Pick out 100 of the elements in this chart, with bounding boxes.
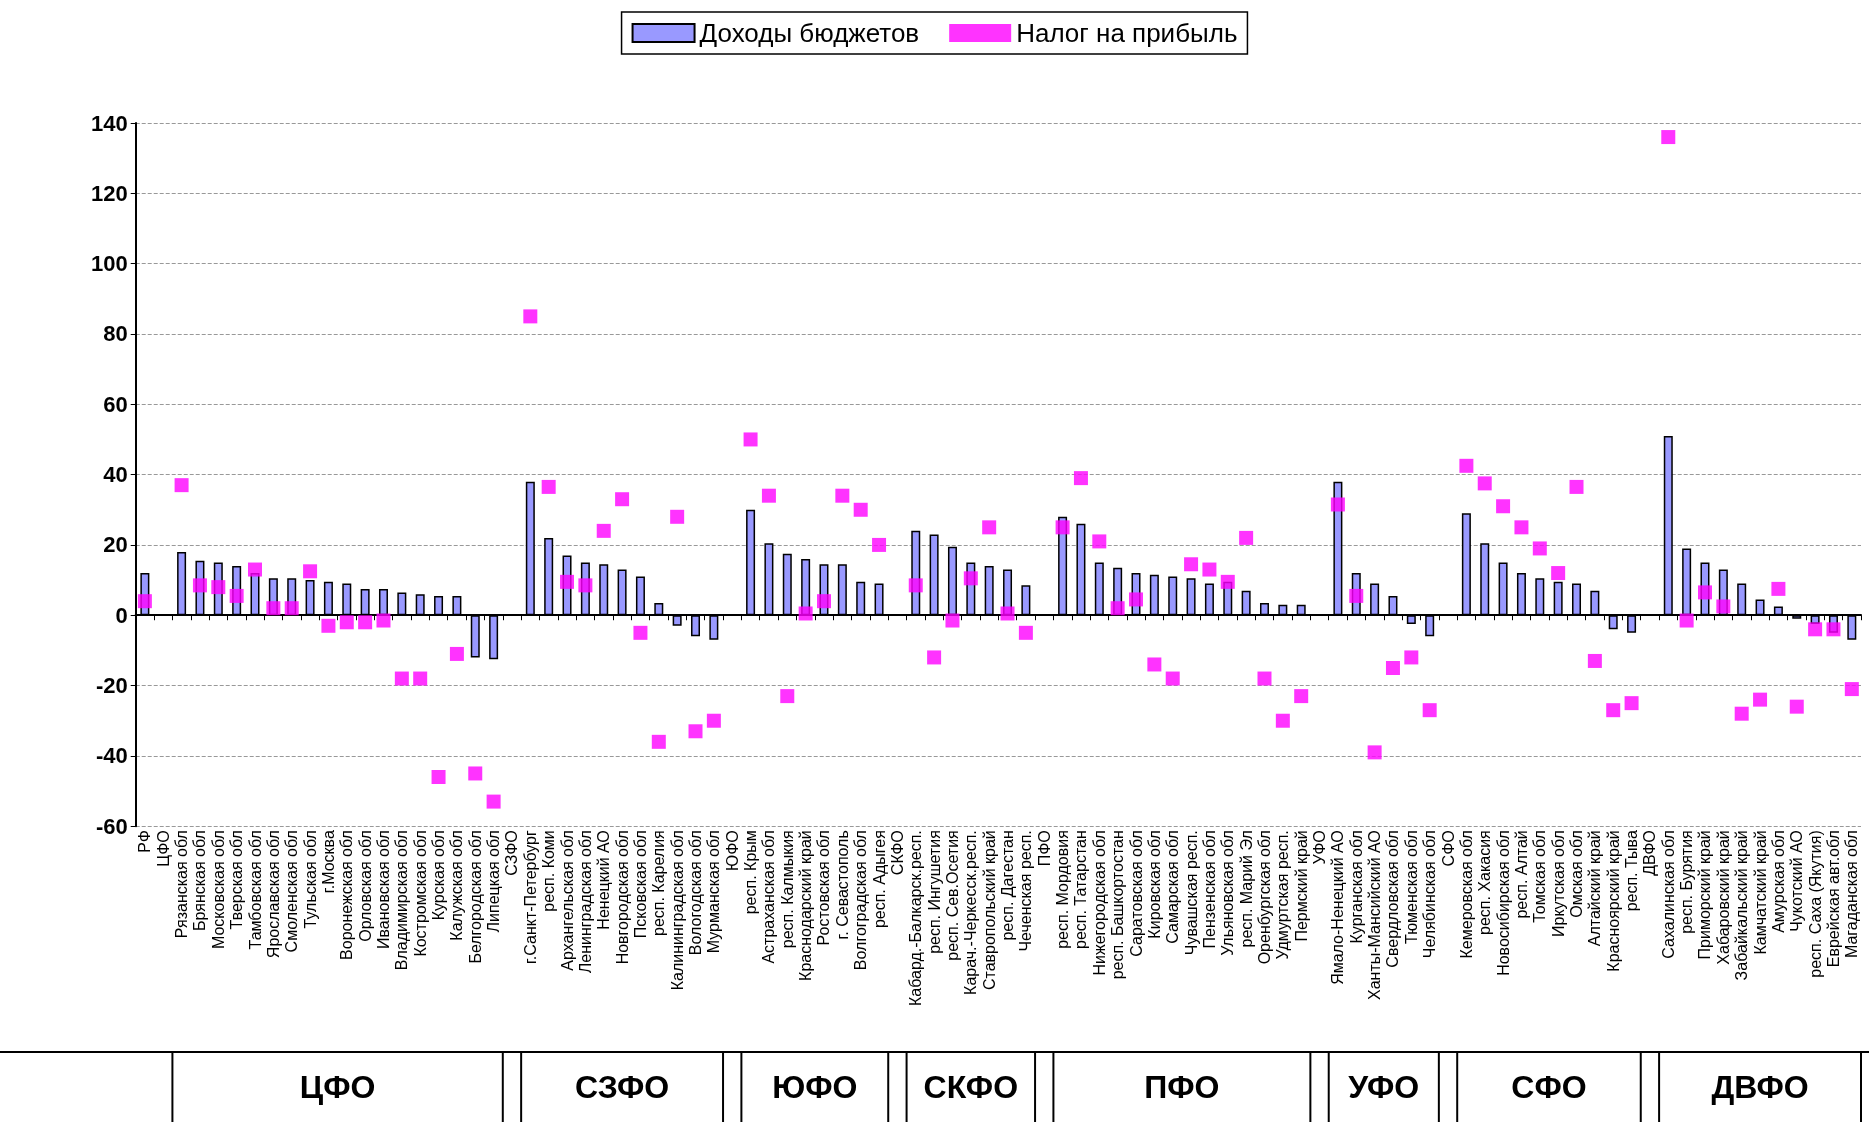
x-tick-label: Чувашская респ. xyxy=(1182,830,1200,956)
y-tick-label: 140 xyxy=(90,110,128,136)
x-tick-label: Оренбургская обл xyxy=(1255,830,1273,965)
x-tick-label: г.Москва xyxy=(319,830,337,894)
x-tick-label: Магаданская обл xyxy=(1843,830,1861,959)
x-tick-label: респ. Хакасия xyxy=(1476,830,1494,935)
x-tick-label: СЗФО xyxy=(503,830,521,876)
x-tick-label: Ненецкий АО xyxy=(595,830,613,930)
x-tick-label: респ. Саха (Якутия) xyxy=(1806,830,1824,978)
x-tick-label: Омская обл xyxy=(1568,830,1586,918)
x-tick-label: Вологодская обл xyxy=(687,830,705,956)
text: ЮФО xyxy=(772,1069,858,1105)
x-tick-label: Ставропольский край xyxy=(980,830,998,991)
x-tick-label: Курская обл xyxy=(430,830,448,921)
y-tick-label: -20 xyxy=(95,673,128,699)
y-tick-label: 40 xyxy=(103,462,128,488)
x-tick-label: ДВФО xyxy=(1641,830,1659,876)
x-tick-label: респ. Татарстан xyxy=(1072,830,1090,949)
text: СКФО xyxy=(923,1069,1019,1105)
x-tick-label: Воронежская обл xyxy=(338,830,356,960)
x-tick-label: респ. Коми xyxy=(540,830,558,912)
x-tick-label: респ. Крым xyxy=(742,830,760,915)
x-tick-label: Самарская обл xyxy=(1164,830,1182,944)
x-tick-label: Чеченская респ. xyxy=(1017,830,1035,952)
x-tick-label: респ. Дагестан xyxy=(999,830,1017,941)
y-tick-label: 60 xyxy=(103,391,128,417)
x-tick-label: Тульская обл xyxy=(301,830,319,929)
x-tick-label: РФ xyxy=(136,830,154,853)
x-tick-label: Кемеровская обл xyxy=(1457,830,1475,959)
x-tick-label: Ульяновская обл xyxy=(1219,830,1237,956)
x-tick-label: Астраханская обл xyxy=(760,830,778,964)
x-tick-label: респ. Марий Эл xyxy=(1237,830,1255,948)
x-tick-label: Тверская обл xyxy=(228,830,246,930)
x-tick-label: Новгородская обл xyxy=(613,830,631,965)
x-tick-label: ЦФО xyxy=(154,830,172,867)
x-tick-label: Чукотский АО xyxy=(1788,830,1806,932)
x-tick-label: респ. Калмыкия xyxy=(778,830,796,949)
x-tick-label: Нижегородская обл xyxy=(1090,830,1108,976)
legend-label: Доходы бюджетов xyxy=(699,18,920,48)
x-tick-label: Ямало-Ненецкий АО xyxy=(1329,830,1347,985)
x-tick-label: Белгородская обл xyxy=(466,830,484,964)
x-tick-label: Удмуртская респ. xyxy=(1274,830,1292,960)
y-tick-label: 80 xyxy=(103,321,128,347)
x-tick-label: СКФО xyxy=(888,830,906,876)
x-tick-label: респ. Карелия xyxy=(650,830,668,936)
x-tick-label: Карач.-Черкесск.респ. xyxy=(962,830,980,995)
x-tick-label: Ростовская обл xyxy=(815,830,833,946)
x-tick-label: Пермский край xyxy=(1292,830,1310,942)
x-tick-label: респ. Адыгея xyxy=(870,830,888,929)
x-tick-label: Калужская обл xyxy=(448,830,466,941)
x-tick-label: респ. Ингушетия xyxy=(925,830,943,954)
x-tick-label: Тюменская обл xyxy=(1402,830,1420,944)
x-tick-label: Приморский край xyxy=(1696,830,1714,960)
x-tick-label: Калининградская обл xyxy=(668,830,686,991)
x-tick-label: СФО xyxy=(1439,830,1457,867)
x-tick-label: Кировская обл xyxy=(1145,830,1163,939)
x-tick-label: Смоленская обл xyxy=(283,830,301,953)
x-tick-label: Владимирская обл xyxy=(393,830,411,971)
x-tick-label: Кабард.-Балкарск.респ. xyxy=(907,830,925,1007)
x-tick-label: респ. Алтай xyxy=(1512,830,1530,919)
x-tick-label: Ярославская обл xyxy=(264,830,282,959)
x-tick-label: Алтайский край xyxy=(1586,830,1604,947)
text: ДВФО xyxy=(1711,1069,1809,1105)
x-tick-label: Московская обл xyxy=(209,830,227,950)
x-tick-label: г.Санкт-Петербург xyxy=(521,830,539,965)
x-tick-label: Сахалинская обл xyxy=(1659,830,1677,959)
x-tick-label: ПФО xyxy=(1035,830,1053,867)
x-tick-label: Свердловская обл xyxy=(1384,830,1402,968)
y-tick-label: 120 xyxy=(90,180,128,206)
x-tick-label: Красноярский край xyxy=(1604,830,1622,972)
x-tick-label: Архангельская обл xyxy=(558,830,576,971)
x-tick-label: Волгоградская обл xyxy=(852,830,870,971)
x-tick-label: Амурская обл xyxy=(1769,830,1787,933)
y-tick-label: -40 xyxy=(95,743,128,769)
text: СФО xyxy=(1511,1069,1587,1105)
x-tick-label: Костромская обл xyxy=(411,830,429,957)
x-tick-label: Пензенская обл xyxy=(1200,830,1218,949)
y-tick-label: -60 xyxy=(95,813,128,839)
y-tick-label: 0 xyxy=(115,602,128,628)
x-tick-label: Курганская обл xyxy=(1347,830,1365,944)
x-tick-label: Брянская обл xyxy=(191,830,209,931)
x-tick-label: Челябинская обл xyxy=(1421,830,1439,959)
x-tick-label: Ханты-Мансийский АО xyxy=(1366,830,1384,1000)
x-tick-label: Липецкая обл xyxy=(485,830,503,933)
x-tick-label: респ. Башкортостан xyxy=(1109,830,1127,980)
x-tick-label: Ивановская обл xyxy=(374,830,392,950)
text: СЗФО xyxy=(575,1069,670,1105)
x-tick-label: респ. Бурятия xyxy=(1678,830,1696,934)
legend-label: Налог на прибыль xyxy=(1016,18,1238,48)
x-tick-label: Тамбовская обл xyxy=(246,830,264,950)
x-tick-label: ЮФО xyxy=(723,830,741,871)
x-tick-label: респ. Сев.Осетия xyxy=(943,830,961,961)
x-tick-label: УФО xyxy=(1311,830,1329,865)
x-tick-label: Хабаровский край xyxy=(1714,830,1732,965)
x-tick-label: Саратовская обл xyxy=(1127,830,1145,957)
x-tick-label: Ленинградская обл xyxy=(576,830,594,974)
x-tick-label: г. Севастополь xyxy=(833,830,851,940)
x-tick-label: Еврейская авт.обл xyxy=(1824,830,1842,968)
y-tick-label: 20 xyxy=(103,532,128,558)
y-tick-label: 100 xyxy=(90,251,128,277)
